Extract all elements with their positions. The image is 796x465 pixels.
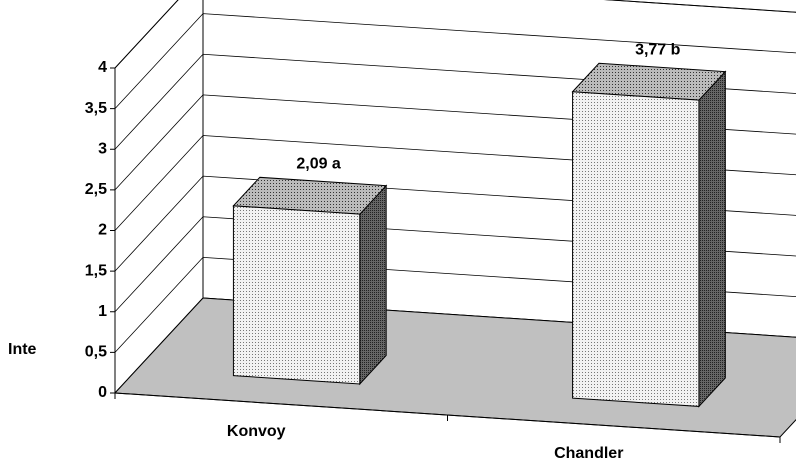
- y-tick-label: 1: [98, 303, 107, 320]
- y-tick-label: 0,5: [85, 344, 107, 361]
- grid-line: [114, 0, 796, 69]
- data-label: 2,09 a: [296, 155, 341, 172]
- bar: [232, 205, 361, 385]
- x-tick-label: Konvoy: [227, 423, 286, 440]
- data-label: 3,77 b: [635, 41, 681, 58]
- y-tick-label: 1,5: [85, 262, 107, 279]
- y-tick-label: 4: [98, 59, 107, 76]
- y-tick-label: 3,5: [85, 100, 107, 117]
- x-tick-label: Chandler: [554, 445, 623, 462]
- y-tick-label: 0: [98, 384, 107, 401]
- bar: [572, 91, 700, 407]
- y-tick-label: 3: [98, 140, 107, 157]
- y-axis-label: Inte: [8, 341, 37, 358]
- bar-side: [359, 184, 387, 386]
- y-tick-label: 2,5: [85, 181, 107, 198]
- grid-line: [114, 13, 796, 109]
- y-tick-label: 2: [98, 222, 107, 239]
- bar-side: [698, 70, 726, 408]
